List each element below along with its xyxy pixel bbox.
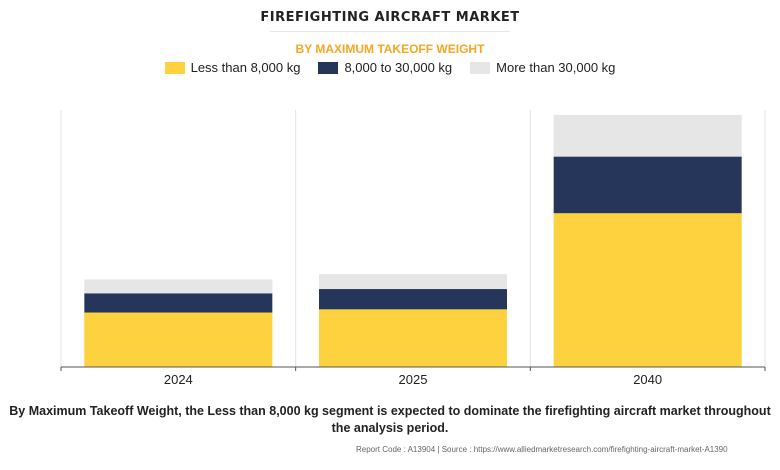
- x-tick-label-2040: 2040: [633, 372, 662, 387]
- bar-2024-8000-to-30000: [84, 293, 273, 313]
- chart-description: By Maximum Takeoff Weight, the Less than…: [9, 404, 771, 435]
- bar-2040-less-than-8000: [553, 213, 742, 367]
- x-tick-label-2024: 2024: [164, 372, 193, 387]
- x-tick-label-2025: 2025: [399, 372, 428, 387]
- legend-item-more-than-30000: More than 30,000 kg: [470, 60, 615, 75]
- legend-label-less-than-8000: Less than 8,000 kg: [190, 60, 301, 75]
- chart-title: FIREFIGHTING AIRCRAFT MARKET: [260, 10, 520, 25]
- bar-2040-8000-to-30000: [553, 156, 742, 214]
- bar-2024-less-than-8000: [84, 312, 273, 367]
- legend-swatch-8000-to-30000: [318, 61, 339, 74]
- chart-subtitle: BY MAXIMUM TAKEOFF WEIGHT: [295, 42, 485, 56]
- chart-legend: Less than 8,000 kg 8,000 to 30,000 kg Mo…: [0, 60, 780, 75]
- source-footer: Report Code : A13904 | Source : https://…: [356, 445, 728, 454]
- bar-2025-less-than-8000: [319, 309, 507, 367]
- title-divider: [270, 31, 510, 32]
- bar-2024-more-than-30000: [84, 279, 273, 294]
- legend-swatch-more-than-30000: [470, 61, 491, 74]
- bar-2025-more-than-30000: [319, 274, 507, 290]
- legend-swatch-less-than-8000: [164, 61, 185, 74]
- legend-item-8000-to-30000: 8,000 to 30,000 kg: [318, 60, 452, 75]
- legend-label-more-than-30000: More than 30,000 kg: [496, 60, 616, 75]
- bar-2040-more-than-30000: [553, 114, 742, 157]
- legend-item-less-than-8000: Less than 8,000 kg: [164, 60, 301, 75]
- bar-2025-8000-to-30000: [319, 289, 507, 310]
- legend-label-8000-to-30000: 8,000 to 30,000 kg: [344, 60, 453, 75]
